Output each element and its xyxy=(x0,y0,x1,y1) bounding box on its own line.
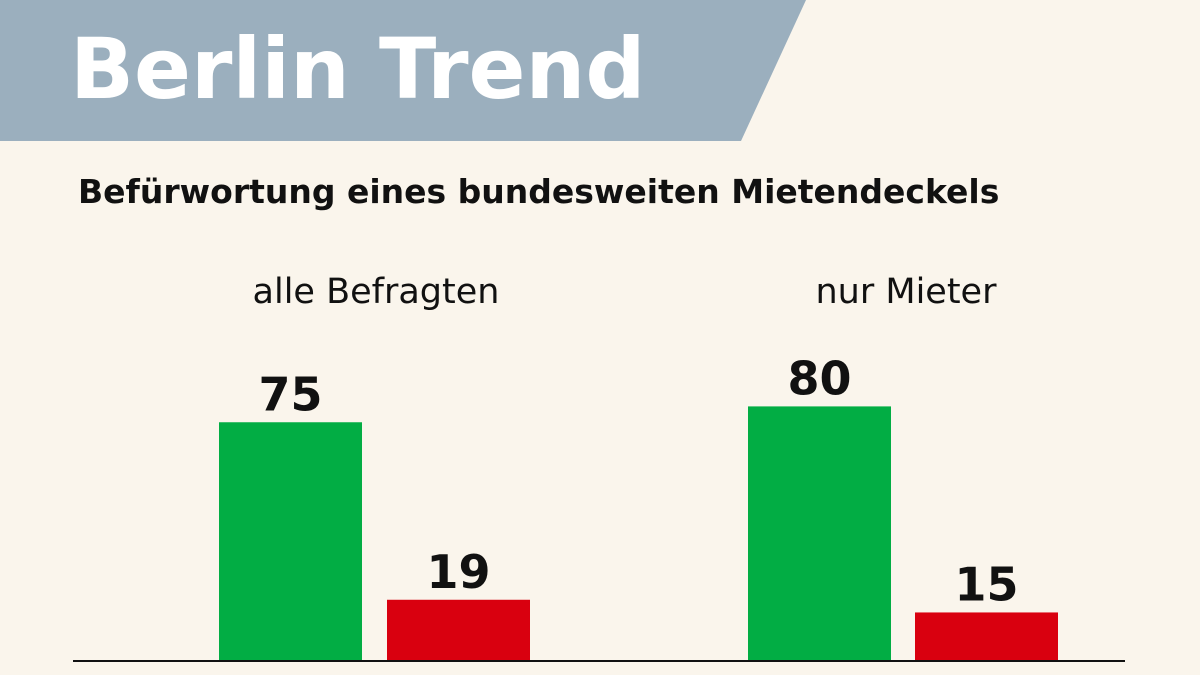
category-label-1: nur Mieter xyxy=(816,272,998,312)
category-label-0: alle Befragten xyxy=(253,272,500,312)
brand-title: Berlin Trend xyxy=(70,20,645,118)
bar-yes-0 xyxy=(219,422,362,660)
data-label-no-1: 15 xyxy=(954,557,1018,611)
data-label-yes-1: 80 xyxy=(787,351,851,405)
chart-title: Befürwortung eines bundesweiten Mietende… xyxy=(78,172,999,211)
bar-yes-1 xyxy=(748,406,891,660)
bar-no-0 xyxy=(387,599,530,660)
header-band xyxy=(0,0,806,141)
data-label-yes-0: 75 xyxy=(258,367,322,421)
data-label-no-0: 19 xyxy=(426,545,490,599)
bar-no-1 xyxy=(915,612,1058,660)
